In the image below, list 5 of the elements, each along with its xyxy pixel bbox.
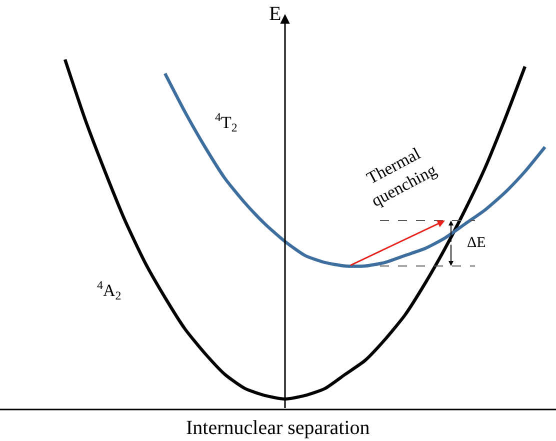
y-axis-title: E	[269, 3, 282, 25]
x-axis-title: Internuclear separation	[186, 417, 370, 439]
annotation: $^{4}$T$_{2}$	[215, 110, 238, 135]
annotation: $^{4}$A$_{2}$	[97, 278, 122, 303]
annotation: ΔE	[467, 235, 486, 251]
